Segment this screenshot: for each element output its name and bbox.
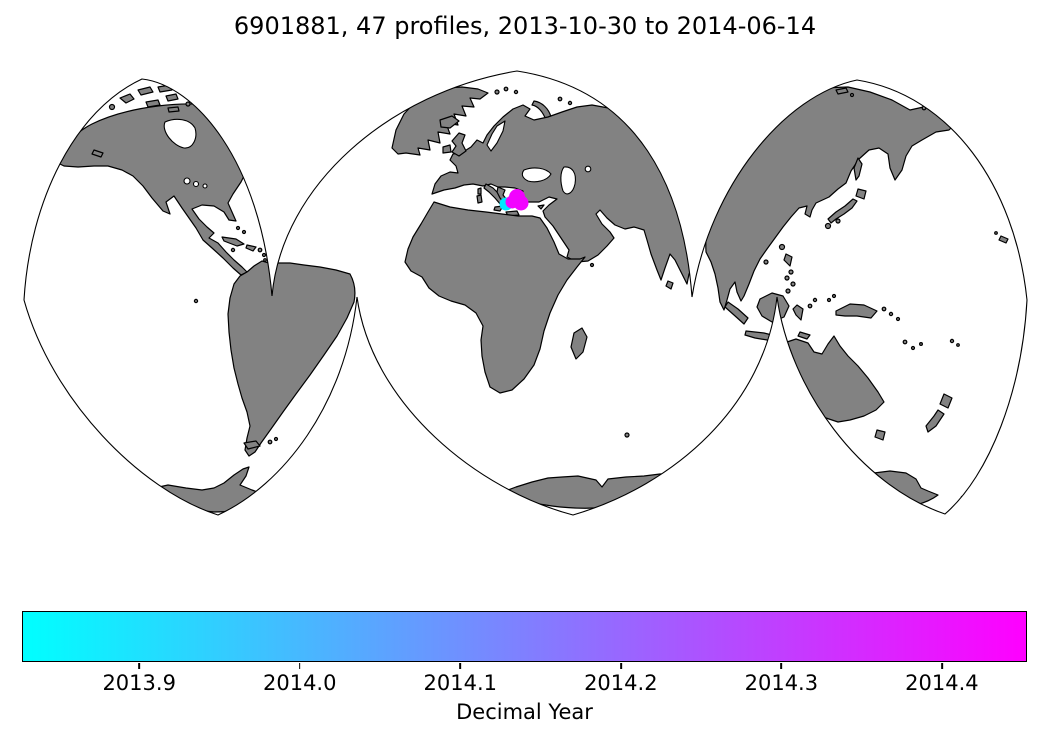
island-arctic	[557, 96, 563, 102]
island-kyushu	[824, 222, 832, 230]
colorbar-axis-label: Decimal Year	[456, 700, 593, 724]
antarctica-fragment	[966, 492, 972, 498]
island-honshu	[827, 198, 858, 224]
colorbar-tick-label: 2014.1	[423, 671, 498, 695]
islands-pacific	[826, 231, 1009, 351]
island-falkland	[273, 436, 279, 442]
island-sakhalin	[853, 157, 863, 181]
island-ireland	[442, 144, 452, 154]
colorbar-gradient	[23, 612, 1026, 661]
colorbar	[22, 611, 1027, 662]
island-new-zealand-south	[925, 409, 945, 433]
great-lake	[183, 177, 191, 185]
island-svalbard	[503, 86, 509, 92]
island-shikoku	[835, 218, 841, 224]
caribbean-islands	[221, 225, 267, 262]
island-cyprus	[537, 204, 545, 210]
antarctica-west	[149, 466, 275, 513]
colorbar-tick-label: 2014.0	[262, 671, 337, 695]
continent-australia	[769, 335, 885, 423]
island-hainan	[763, 259, 769, 265]
island-socotra	[589, 262, 595, 268]
island-new-siberian	[835, 87, 849, 95]
profile-markers	[499, 189, 529, 211]
island-sumatra	[724, 301, 749, 325]
island-kerguelen	[624, 432, 630, 438]
island-corsica	[477, 187, 482, 195]
colorbar-tick-label: 2014.3	[744, 671, 819, 695]
colorbar-tick-mark	[619, 663, 622, 669]
island-moluccas	[812, 297, 818, 303]
black-sea	[521, 167, 552, 183]
island-svalbard	[513, 89, 519, 95]
continent-asia-east	[705, 86, 958, 311]
island-sardinia	[476, 194, 483, 204]
island-madagascar	[570, 327, 588, 360]
island-moluccas	[807, 303, 813, 309]
colorbar-tick-mark	[138, 663, 141, 669]
island-sulawesi	[792, 304, 804, 321]
continent-africa	[404, 201, 586, 394]
island-borneo	[756, 292, 790, 323]
island-arctic	[567, 100, 573, 106]
island-great-britain	[451, 132, 467, 157]
land-masses	[57, 84, 1009, 513]
hudson-bay	[163, 118, 197, 149]
colorbar-tick-mark	[459, 663, 462, 669]
islands-philippines	[783, 253, 796, 294]
continent-eurasia-west	[431, 104, 696, 285]
island-falkland	[267, 439, 273, 445]
baltic-sea	[486, 120, 506, 152]
colorbar-tick-label: 2014.2	[584, 671, 658, 695]
profile-marker	[505, 195, 519, 209]
colorbar-tick-label: 2013.9	[102, 671, 176, 695]
aral-sea	[584, 165, 592, 173]
island-galapagos	[193, 298, 199, 304]
great-lake	[202, 183, 208, 189]
colorbar-tick-mark	[780, 663, 783, 669]
island-vancouver	[91, 149, 104, 158]
lobe-europe-africa-land	[391, 86, 696, 509]
caspian-sea	[560, 166, 576, 195]
island-java	[744, 330, 777, 342]
island-new-zealand-north	[939, 393, 953, 409]
projection-outline	[23, 70, 1028, 516]
island-arctic	[849, 92, 855, 98]
island-tierra-del-fuego	[243, 440, 261, 450]
antarctica-center	[499, 473, 687, 509]
lobe-asia-australia-land	[705, 86, 1009, 508]
figure-title: 6901881, 47 profiles, 2013-10-30 to 2014…	[233, 12, 817, 40]
colorbar-tick-mark	[298, 663, 301, 669]
island-tasmania	[874, 429, 886, 441]
continent-south-america	[227, 260, 356, 457]
island-new-guinea	[835, 303, 878, 319]
island-hokkaido	[855, 188, 867, 200]
island-iceland	[439, 115, 460, 129]
island-svalbard	[494, 89, 500, 95]
colorbar-tick-mark	[941, 663, 943, 669]
continent-north-america	[57, 103, 261, 276]
island-taiwan	[778, 243, 786, 251]
colorbar-tick-label: 2014.4	[905, 671, 979, 695]
antarctica-east	[857, 470, 939, 508]
island-sri-lanka	[665, 280, 674, 290]
lobe-americas-land	[57, 84, 356, 513]
island-timor	[797, 331, 811, 340]
great-lake	[192, 180, 200, 188]
island-newfoundland	[242, 150, 252, 160]
